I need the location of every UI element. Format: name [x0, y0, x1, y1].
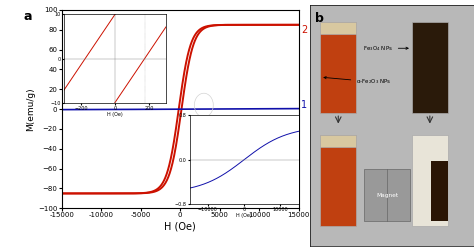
FancyBboxPatch shape: [412, 22, 448, 113]
FancyBboxPatch shape: [320, 22, 356, 113]
FancyBboxPatch shape: [431, 161, 448, 221]
Text: 1: 1: [301, 100, 307, 110]
Text: 2: 2: [301, 25, 307, 35]
FancyBboxPatch shape: [320, 135, 356, 226]
Text: a: a: [24, 10, 32, 23]
FancyBboxPatch shape: [365, 169, 410, 221]
FancyBboxPatch shape: [412, 135, 448, 226]
Text: Fe$_3$O$_4$ NPs: Fe$_3$O$_4$ NPs: [363, 44, 408, 53]
Text: α-Fe$_2$O$_3$ NPs: α-Fe$_2$O$_3$ NPs: [324, 77, 392, 86]
Y-axis label: M(emu/g): M(emu/g): [26, 87, 35, 131]
X-axis label: H (Oe): H (Oe): [164, 221, 196, 231]
FancyBboxPatch shape: [320, 22, 356, 34]
Text: b: b: [315, 12, 324, 25]
FancyBboxPatch shape: [320, 135, 356, 147]
Text: Magnet: Magnet: [376, 192, 398, 197]
